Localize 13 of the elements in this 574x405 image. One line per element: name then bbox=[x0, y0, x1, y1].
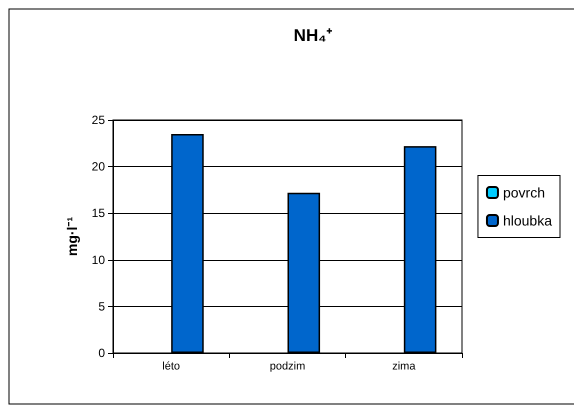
x-tick-label: zima bbox=[392, 360, 416, 372]
y-tick-label: 5 bbox=[98, 299, 106, 314]
x-tick-label: léto bbox=[162, 360, 180, 372]
x-tick-label: podzim bbox=[270, 360, 306, 372]
y-tick-label: 0 bbox=[98, 346, 106, 360]
y-tick-label: 15 bbox=[92, 206, 106, 220]
y-tick-label: 20 bbox=[92, 160, 106, 174]
y-tick-label: 10 bbox=[92, 252, 106, 267]
legend-label: hloubka bbox=[502, 212, 552, 228]
legend-label: povrch bbox=[502, 184, 545, 200]
chart-title: NH₄⁺ bbox=[294, 26, 332, 45]
y-tick-label: 25 bbox=[92, 113, 106, 127]
y-axis-title: mg·l⁻¹ bbox=[64, 216, 80, 256]
